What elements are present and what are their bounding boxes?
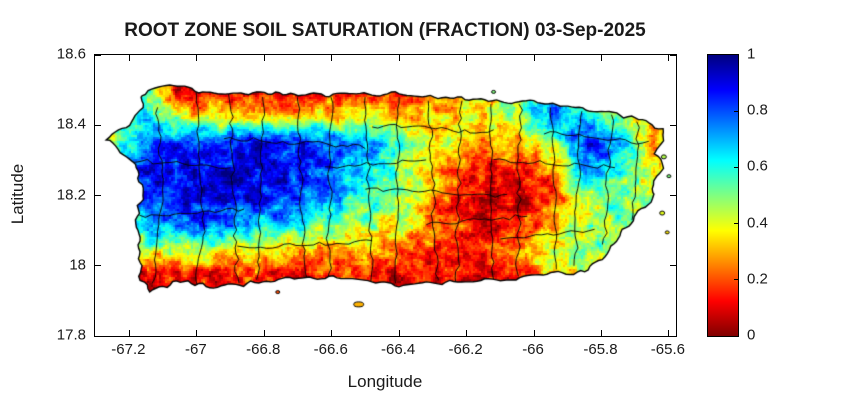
y-axis-label: Latitude <box>8 163 27 225</box>
x-tick-mark <box>668 330 670 336</box>
colorbar-tick-label: 0.8 <box>747 101 768 119</box>
x-tick-label: -66 <box>522 341 544 358</box>
x-tick-mark <box>196 55 198 61</box>
y-tick-mark <box>95 265 101 267</box>
x-tick-label: -66.6 <box>313 341 348 358</box>
x-tick-label: -67.2 <box>111 341 146 358</box>
x-tick-mark <box>263 330 265 336</box>
soil-saturation-map-canvas <box>95 55 676 336</box>
x-tick-label: -65.8 <box>583 341 618 358</box>
page-title: ROOT ZONE SOIL SATURATION (FRACTION) 03-… <box>124 20 646 41</box>
colorbar-tick-label: 0.4 <box>747 214 768 232</box>
y-tick-label: 18 <box>69 256 86 274</box>
x-tick-mark <box>398 55 400 61</box>
x-tick-mark <box>600 55 602 61</box>
x-axis-label: Longitude <box>347 372 423 391</box>
x-tick-label: -66.2 <box>448 341 483 358</box>
x-tick-label: -66.4 <box>381 341 416 358</box>
x-tick-mark <box>331 55 333 61</box>
y-tick-label: 17.8 <box>56 326 86 344</box>
y-tick-mark <box>670 195 676 196</box>
x-tick-mark <box>533 330 535 336</box>
y-tick-label: 18.6 <box>56 45 86 63</box>
colorbar-tick-mark <box>734 223 738 225</box>
x-tick-label: -65.6 <box>650 341 686 358</box>
colorbar-tick-mark <box>734 166 738 168</box>
x-tick-label: -67 <box>184 341 207 358</box>
x-tick-mark <box>128 55 130 61</box>
x-tick-mark <box>668 55 670 61</box>
colorbar-tick-label: 1 <box>747 45 756 63</box>
colorbar-tick-label: 0 <box>747 326 756 344</box>
y-tick-mark <box>95 195 101 196</box>
y-tick-label: 18.2 <box>56 186 86 203</box>
colorbar <box>707 54 739 337</box>
x-tick-mark <box>533 55 535 61</box>
x-tick-mark <box>331 330 333 336</box>
plot-area <box>94 54 677 337</box>
x-tick-mark <box>466 330 468 336</box>
y-tick-label: 18.4 <box>56 115 86 133</box>
y-tick-mark <box>95 335 101 337</box>
x-tick-mark <box>398 330 400 336</box>
y-tick-mark <box>670 124 676 126</box>
x-tick-mark <box>466 55 468 61</box>
y-tick-mark <box>670 265 676 267</box>
colorbar-tick-label: 0.6 <box>747 157 768 175</box>
y-tick-mark <box>670 335 676 337</box>
x-tick-mark <box>263 55 265 61</box>
colorbar-tick-mark <box>734 279 738 281</box>
x-tick-mark <box>600 330 602 336</box>
y-tick-mark <box>670 54 676 56</box>
y-tick-mark <box>95 54 101 56</box>
x-tick-mark <box>196 330 198 336</box>
x-tick-label: -66.8 <box>246 341 281 358</box>
colorbar-tick-label: 0.2 <box>747 270 768 288</box>
colorbar-tick-mark <box>734 110 738 112</box>
x-tick-mark <box>128 330 130 336</box>
y-tick-mark <box>95 124 101 126</box>
